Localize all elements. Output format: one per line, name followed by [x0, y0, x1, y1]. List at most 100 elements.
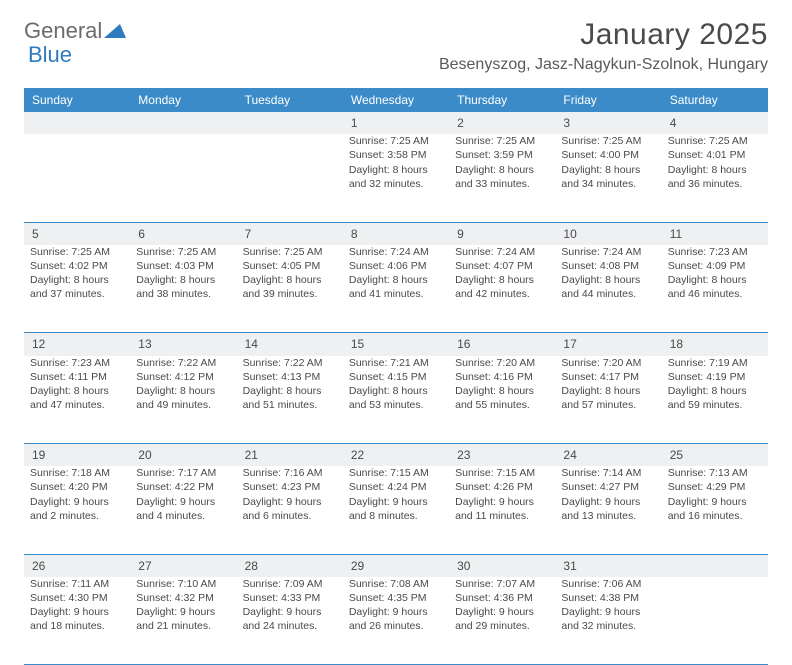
day-detail-row: Sunrise: 7:11 AMSunset: 4:30 PM Daylight:… [24, 577, 768, 665]
sunrise-text: Sunrise: 7:18 AM [30, 466, 124, 480]
sunrise-text: Sunrise: 7:25 AM [243, 245, 337, 259]
logo-triangle-icon [104, 18, 126, 44]
day-cell: Sunrise: 7:24 AMSunset: 4:07 PMDaylight:… [449, 245, 555, 333]
daylight-text: Daylight: 8 hours and 39 minutes. [243, 273, 337, 301]
day-number: 7 [237, 222, 343, 245]
day-number: 8 [343, 222, 449, 245]
sunrise-text: Sunrise: 7:23 AM [30, 356, 124, 370]
day-number: 31 [555, 554, 661, 577]
day-cell: Sunrise: 7:10 AMSunset: 4:32 PMDaylight:… [130, 577, 236, 665]
day-number: 12 [24, 333, 130, 356]
day-cell: Sunrise: 7:25 AMSunset: 4:00 PMDaylight:… [555, 134, 661, 222]
sunset-text: Sunset: 4:17 PM [561, 370, 655, 384]
sunrise-text: Sunrise: 7:25 AM [30, 245, 124, 259]
sunset-text: Sunset: 4:01 PM [668, 148, 762, 162]
calendar-table: Sunday Monday Tuesday Wednesday Thursday… [24, 88, 768, 665]
sunrise-text: Sunrise: 7:15 AM [455, 466, 549, 480]
sunset-text: Sunset: 4:20 PM [30, 480, 124, 494]
day-detail-row: Sunrise: 7:18 AMSunset: 4:20 PMDaylight:… [24, 466, 768, 554]
day-number [662, 554, 768, 577]
day-number: 13 [130, 333, 236, 356]
daylight-text: Daylight: 8 hours and 51 minutes. [243, 384, 337, 412]
daylight-text: Daylight: 8 hours and 57 minutes. [561, 384, 655, 412]
daylight-text: Daylight: 9 hours and 4 minutes. [136, 495, 230, 523]
daylight-text: Daylight: 8 hours and 47 minutes. [30, 384, 124, 412]
sunrise-text: Sunrise: 7:16 AM [243, 466, 337, 480]
sunset-text: Sunset: 4:29 PM [668, 480, 762, 494]
day-cell: Sunrise: 7:11 AMSunset: 4:30 PMDaylight:… [24, 577, 130, 665]
day-cell: Sunrise: 7:14 AMSunset: 4:27 PMDaylight:… [555, 466, 661, 554]
sunset-text: Sunset: 4:06 PM [349, 259, 443, 273]
day-number: 28 [237, 554, 343, 577]
day-cell: Sunrise: 7:19 AMSunset: 4:19 PMDaylight:… [662, 356, 768, 444]
day-number: 29 [343, 554, 449, 577]
sunrise-text: Sunrise: 7:21 AM [349, 356, 443, 370]
sunrise-text: Sunrise: 7:24 AM [561, 245, 655, 259]
sunrise-text: Sunrise: 7:23 AM [668, 245, 762, 259]
day-detail-row: Sunrise: 7:25 AMSunset: 3:58 PMDaylight:… [24, 134, 768, 222]
day-cell: Sunrise: 7:08 AMSunset: 4:35 PMDaylight:… [343, 577, 449, 665]
day-cell: Sunrise: 7:16 AMSunset: 4:23 PMDaylight:… [237, 466, 343, 554]
daylight-text: Daylight: 8 hours and 38 minutes. [136, 273, 230, 301]
day-cell [237, 134, 343, 222]
sunrise-text: Sunrise: 7:24 AM [455, 245, 549, 259]
day-number: 27 [130, 554, 236, 577]
sunset-text: Sunset: 4:00 PM [561, 148, 655, 162]
day-number: 20 [130, 444, 236, 467]
daylight-text: Daylight: 8 hours and 44 minutes. [561, 273, 655, 301]
daylight-text: Daylight: 9 hours and 2 minutes. [30, 495, 124, 523]
day-cell: Sunrise: 7:25 AMSunset: 4:02 PMDaylight:… [24, 245, 130, 333]
sunset-text: Sunset: 4:19 PM [668, 370, 762, 384]
month-title: January 2025 [439, 18, 768, 52]
sunrise-text: Sunrise: 7:17 AM [136, 466, 230, 480]
sunrise-text: Sunrise: 7:11 AM [30, 577, 124, 591]
daylight-text: Daylight: 8 hours and 41 minutes. [349, 273, 443, 301]
day-number: 1 [343, 112, 449, 134]
daylight-text: Daylight: 8 hours and 59 minutes. [668, 384, 762, 412]
sunrise-text: Sunrise: 7:25 AM [349, 134, 443, 148]
sunset-text: Sunset: 4:30 PM [30, 591, 124, 605]
day-number: 9 [449, 222, 555, 245]
day-cell: Sunrise: 7:20 AMSunset: 4:16 PMDaylight:… [449, 356, 555, 444]
day-cell: Sunrise: 7:24 AMSunset: 4:08 PMDaylight:… [555, 245, 661, 333]
day-detail-row: Sunrise: 7:23 AMSunset: 4:11 PMDaylight:… [24, 356, 768, 444]
day-number: 19 [24, 444, 130, 467]
sunrise-text: Sunrise: 7:14 AM [561, 466, 655, 480]
sunrise-text: Sunrise: 7:10 AM [136, 577, 230, 591]
sunset-text: Sunset: 4:27 PM [561, 480, 655, 494]
day-cell: Sunrise: 7:15 AMSunset: 4:26 PMDaylight:… [449, 466, 555, 554]
day-cell: Sunrise: 7:23 AMSunset: 4:09 PMDaylight:… [662, 245, 768, 333]
sunset-text: Sunset: 4:35 PM [349, 591, 443, 605]
day-cell: Sunrise: 7:24 AMSunset: 4:06 PMDaylight:… [343, 245, 449, 333]
day-cell [662, 577, 768, 665]
day-number-row: 262728293031 [24, 554, 768, 577]
day-cell: Sunrise: 7:20 AMSunset: 4:17 PMDaylight:… [555, 356, 661, 444]
sunset-text: Sunset: 4:11 PM [30, 370, 124, 384]
sunrise-text: Sunrise: 7:15 AM [349, 466, 443, 480]
day-cell: Sunrise: 7:23 AMSunset: 4:11 PMDaylight:… [24, 356, 130, 444]
day-number: 5 [24, 222, 130, 245]
day-number: 2 [449, 112, 555, 134]
day-number: 18 [662, 333, 768, 356]
logo-text-1: General [24, 18, 102, 44]
day-cell: Sunrise: 7:13 AMSunset: 4:29 PMDaylight:… [662, 466, 768, 554]
day-number: 15 [343, 333, 449, 356]
day-cell: Sunrise: 7:25 AMSunset: 4:03 PMDaylight:… [130, 245, 236, 333]
day-detail-row: Sunrise: 7:25 AMSunset: 4:02 PMDaylight:… [24, 245, 768, 333]
header: General January 2025 Besenyszog, Jasz-Na… [24, 18, 768, 74]
day-cell: Sunrise: 7:09 AMSunset: 4:33 PMDaylight:… [237, 577, 343, 665]
sunrise-text: Sunrise: 7:07 AM [455, 577, 549, 591]
day-number-row: 19202122232425 [24, 444, 768, 467]
daylight-text: Daylight: 8 hours and 36 minutes. [668, 163, 762, 191]
day-cell: Sunrise: 7:25 AMSunset: 4:01 PMDaylight:… [662, 134, 768, 222]
day-cell: Sunrise: 7:25 AMSunset: 3:59 PMDaylight:… [449, 134, 555, 222]
day-cell: Sunrise: 7:25 AMSunset: 3:58 PMDaylight:… [343, 134, 449, 222]
logo-text-2: Blue [28, 42, 72, 68]
sunset-text: Sunset: 4:05 PM [243, 259, 337, 273]
sunrise-text: Sunrise: 7:25 AM [561, 134, 655, 148]
daylight-text: Daylight: 8 hours and 32 minutes. [349, 163, 443, 191]
daylight-text: Daylight: 9 hours and 26 minutes. [349, 605, 443, 633]
weekday-header: Monday [130, 88, 236, 112]
day-number: 21 [237, 444, 343, 467]
sunrise-text: Sunrise: 7:06 AM [561, 577, 655, 591]
